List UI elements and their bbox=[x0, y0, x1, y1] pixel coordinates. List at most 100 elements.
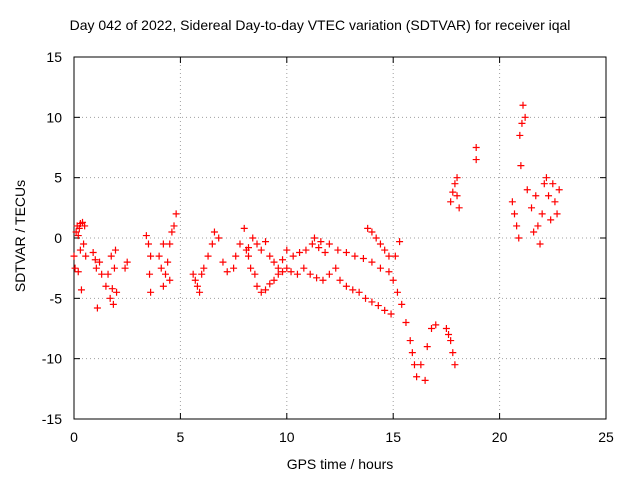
data-point bbox=[445, 331, 453, 339]
data-point bbox=[325, 270, 333, 278]
data-point bbox=[159, 282, 167, 290]
data-point bbox=[82, 252, 90, 260]
x-tick-label: 10 bbox=[279, 429, 295, 445]
data-point bbox=[104, 270, 112, 278]
data-point bbox=[517, 162, 525, 170]
data-point bbox=[89, 248, 97, 256]
data-point bbox=[528, 204, 536, 212]
data-point bbox=[453, 174, 461, 182]
data-point bbox=[372, 234, 380, 242]
data-point bbox=[334, 246, 342, 254]
data-point bbox=[77, 286, 85, 294]
y-axis-label: SDTVAR / TECUs bbox=[12, 179, 28, 293]
data-point bbox=[170, 222, 178, 230]
data-point bbox=[96, 258, 104, 266]
data-point bbox=[449, 188, 457, 196]
data-point bbox=[157, 264, 165, 272]
data-point bbox=[451, 180, 459, 188]
data-point bbox=[91, 256, 99, 264]
data-point bbox=[108, 285, 116, 293]
x-tick-label: 20 bbox=[492, 429, 508, 445]
data-point bbox=[210, 228, 218, 236]
data-point bbox=[315, 244, 323, 252]
data-point bbox=[368, 298, 376, 306]
data-point bbox=[342, 282, 350, 290]
data-point bbox=[349, 286, 357, 294]
data-point bbox=[451, 361, 459, 369]
data-point bbox=[515, 234, 523, 242]
data-point bbox=[198, 270, 206, 278]
data-point bbox=[74, 268, 82, 276]
data-point bbox=[247, 264, 255, 272]
data-point bbox=[508, 198, 516, 206]
data-point bbox=[236, 240, 244, 248]
data-point bbox=[219, 258, 227, 266]
data-point bbox=[253, 240, 261, 248]
data-point bbox=[362, 294, 370, 302]
data-point bbox=[71, 264, 79, 272]
data-point bbox=[542, 174, 550, 182]
data-point bbox=[196, 288, 204, 296]
data-point bbox=[274, 264, 282, 272]
data-point bbox=[147, 288, 155, 296]
data-point bbox=[385, 268, 393, 276]
data-point bbox=[547, 216, 555, 224]
data-point bbox=[402, 318, 410, 326]
data-point bbox=[107, 252, 115, 260]
data-point bbox=[364, 224, 372, 232]
y-tick-label: -5 bbox=[50, 290, 63, 306]
data-point bbox=[123, 258, 131, 266]
data-point bbox=[162, 270, 170, 278]
data-point bbox=[215, 234, 223, 242]
data-point bbox=[368, 228, 376, 236]
x-tick-label: 15 bbox=[385, 429, 401, 445]
data-point bbox=[510, 210, 518, 218]
data-point bbox=[172, 210, 180, 218]
data-point bbox=[319, 276, 327, 284]
data-point bbox=[146, 270, 154, 278]
data-point bbox=[389, 276, 397, 284]
chart-title: Day 042 of 2022, Sidereal Day-to-day VTE… bbox=[69, 17, 571, 33]
data-point bbox=[262, 238, 270, 246]
data-point bbox=[313, 274, 321, 282]
data-point bbox=[121, 264, 129, 272]
data-point bbox=[472, 156, 480, 164]
data-point bbox=[421, 376, 429, 384]
data-point bbox=[534, 222, 542, 230]
x-tick-label: 25 bbox=[598, 429, 614, 445]
y-tick-label: 15 bbox=[46, 49, 62, 65]
data-point bbox=[189, 270, 197, 278]
data-point bbox=[410, 361, 418, 369]
data-point bbox=[545, 192, 553, 200]
data-point bbox=[532, 192, 540, 200]
data-point bbox=[270, 276, 278, 284]
data-point bbox=[381, 246, 389, 254]
data-point bbox=[387, 310, 395, 318]
data-point bbox=[166, 276, 174, 284]
data-point bbox=[270, 258, 278, 266]
data-point bbox=[385, 252, 393, 260]
data-point bbox=[300, 264, 308, 272]
data-point bbox=[81, 222, 89, 230]
data-point bbox=[381, 306, 389, 314]
data-point bbox=[317, 238, 325, 246]
data-point bbox=[110, 264, 118, 272]
data-point bbox=[244, 252, 252, 260]
data-point bbox=[296, 248, 304, 256]
data-point bbox=[551, 198, 559, 206]
data-point bbox=[530, 228, 538, 236]
data-point bbox=[521, 113, 529, 121]
data-point bbox=[355, 288, 363, 296]
x-tick-label: 0 bbox=[70, 429, 78, 445]
data-point bbox=[208, 240, 216, 248]
data-point bbox=[449, 349, 457, 357]
data-point bbox=[518, 119, 526, 127]
data-point bbox=[76, 246, 84, 254]
data-point bbox=[538, 210, 546, 218]
data-point bbox=[447, 198, 455, 206]
data-point bbox=[423, 343, 431, 351]
data-point bbox=[266, 252, 274, 260]
y-tick-label: -10 bbox=[42, 351, 62, 367]
data-point bbox=[253, 282, 261, 290]
